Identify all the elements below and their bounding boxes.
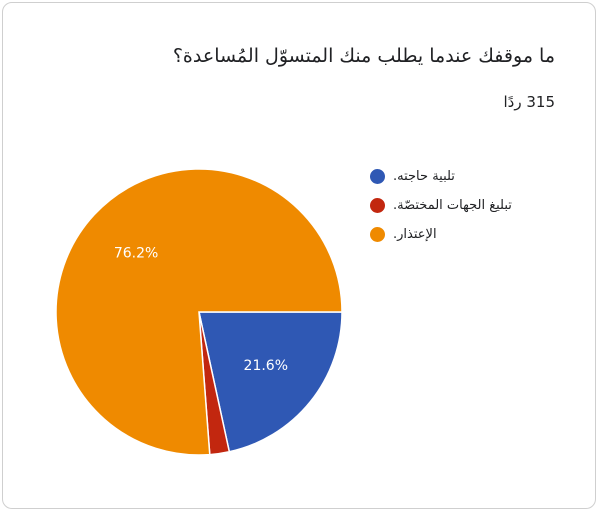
legend-item: الإعتذار. [370,220,512,249]
legend-item: تبليغ الجهات المختصّة. [370,191,512,220]
legend-label: الإعتذار. [393,227,437,242]
legend-swatch [370,169,385,184]
legend-label: تبليغ الجهات المختصّة. [393,198,512,213]
chart-title: ما موقفك عندما يطلب منك المتسوّل المُساع… [172,45,555,67]
data-label: 21.6% [244,358,288,374]
legend: تلبية حاجته. تبليغ الجهات المختصّة. الإعتذ… [370,162,512,249]
legend-label: تلبية حاجته. [393,169,455,184]
pie-slice [198,311,343,453]
data-label: 76.2% [114,246,158,262]
legend-swatch [370,227,385,242]
card: ما موقفك عندما يطلب منك المتسوّل المُساع… [2,2,596,509]
chart-subtitle: 315 ردًا [503,93,556,111]
legend-swatch [370,198,385,213]
legend-item: تلبية حاجته. [370,162,512,191]
pie-slice [55,168,343,456]
